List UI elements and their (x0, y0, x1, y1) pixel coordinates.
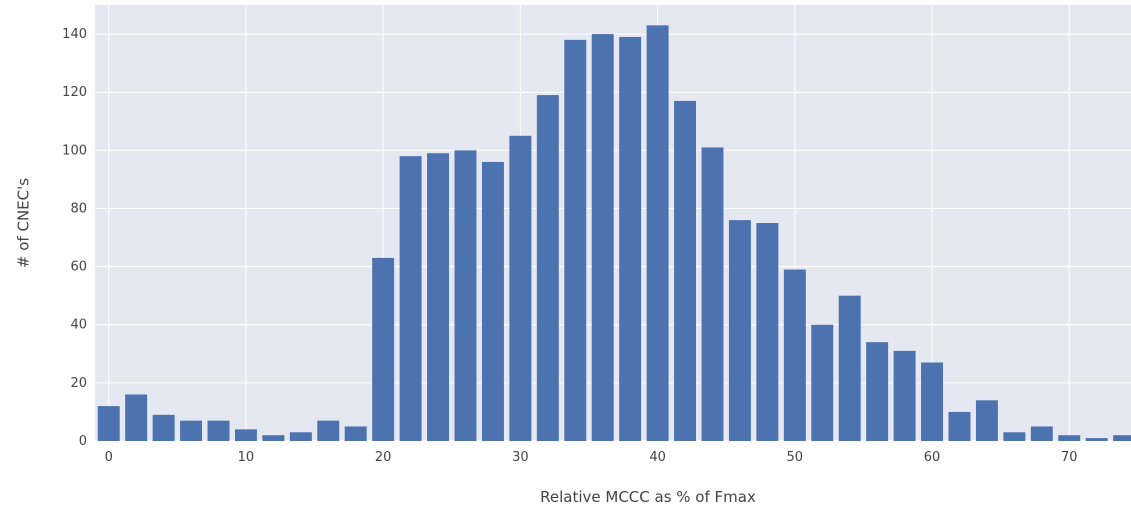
bar (1003, 432, 1026, 441)
bar (152, 414, 175, 441)
bar (975, 400, 998, 441)
y-tick-label: 60 (70, 260, 87, 275)
bar (783, 269, 806, 441)
bar (893, 350, 916, 441)
x-tick-label: 60 (924, 450, 941, 465)
y-tick-label: 20 (70, 376, 87, 391)
bar (591, 34, 614, 442)
bar (262, 435, 285, 441)
bar (646, 25, 669, 441)
y-tick-label: 100 (62, 143, 87, 158)
y-tick-label: 40 (70, 318, 87, 333)
bar (866, 342, 889, 441)
bar (756, 223, 779, 441)
bar (427, 153, 450, 442)
bar (701, 147, 724, 441)
bar (234, 429, 257, 441)
bar (372, 257, 395, 441)
bar (1085, 438, 1108, 441)
bar (509, 135, 532, 442)
x-tick-label: 50 (787, 450, 804, 465)
bar (399, 156, 422, 441)
bar (1058, 435, 1081, 441)
y-tick-label: 140 (62, 27, 87, 42)
bar (619, 36, 642, 442)
bar (811, 324, 834, 441)
x-tick-label: 70 (1061, 450, 1078, 465)
x-tick-label: 40 (649, 450, 666, 465)
bar (125, 394, 148, 441)
bar (1030, 426, 1053, 441)
tick-labels: 0 10 20 30 40 50 60 70 0 20 40 60 80 100 120 140 (62, 27, 1077, 465)
bar (564, 39, 587, 441)
bar (674, 100, 697, 442)
bar (180, 420, 203, 441)
y-axis-title: # of CNEC's (15, 178, 33, 268)
bar (536, 95, 559, 442)
bar (921, 362, 944, 441)
x-tick-label: 0 (105, 450, 113, 465)
y-tick-label: 0 (79, 434, 87, 449)
bar (728, 220, 751, 441)
bar (454, 150, 477, 442)
bars (97, 25, 1131, 442)
bar (1113, 435, 1131, 441)
bar (344, 426, 367, 441)
bar (948, 411, 971, 441)
bar (838, 295, 861, 441)
bar (289, 432, 312, 441)
x-tick-label: 20 (375, 450, 392, 465)
bar (97, 406, 120, 441)
x-tick-label: 30 (512, 450, 529, 465)
bar (207, 420, 230, 441)
x-axis-title: Relative MCCC as % of Fmax (540, 488, 756, 506)
x-tick-label: 10 (238, 450, 255, 465)
y-tick-label: 120 (62, 85, 87, 100)
bar (481, 161, 504, 441)
y-tick-label: 80 (70, 201, 87, 216)
bar (317, 420, 340, 441)
